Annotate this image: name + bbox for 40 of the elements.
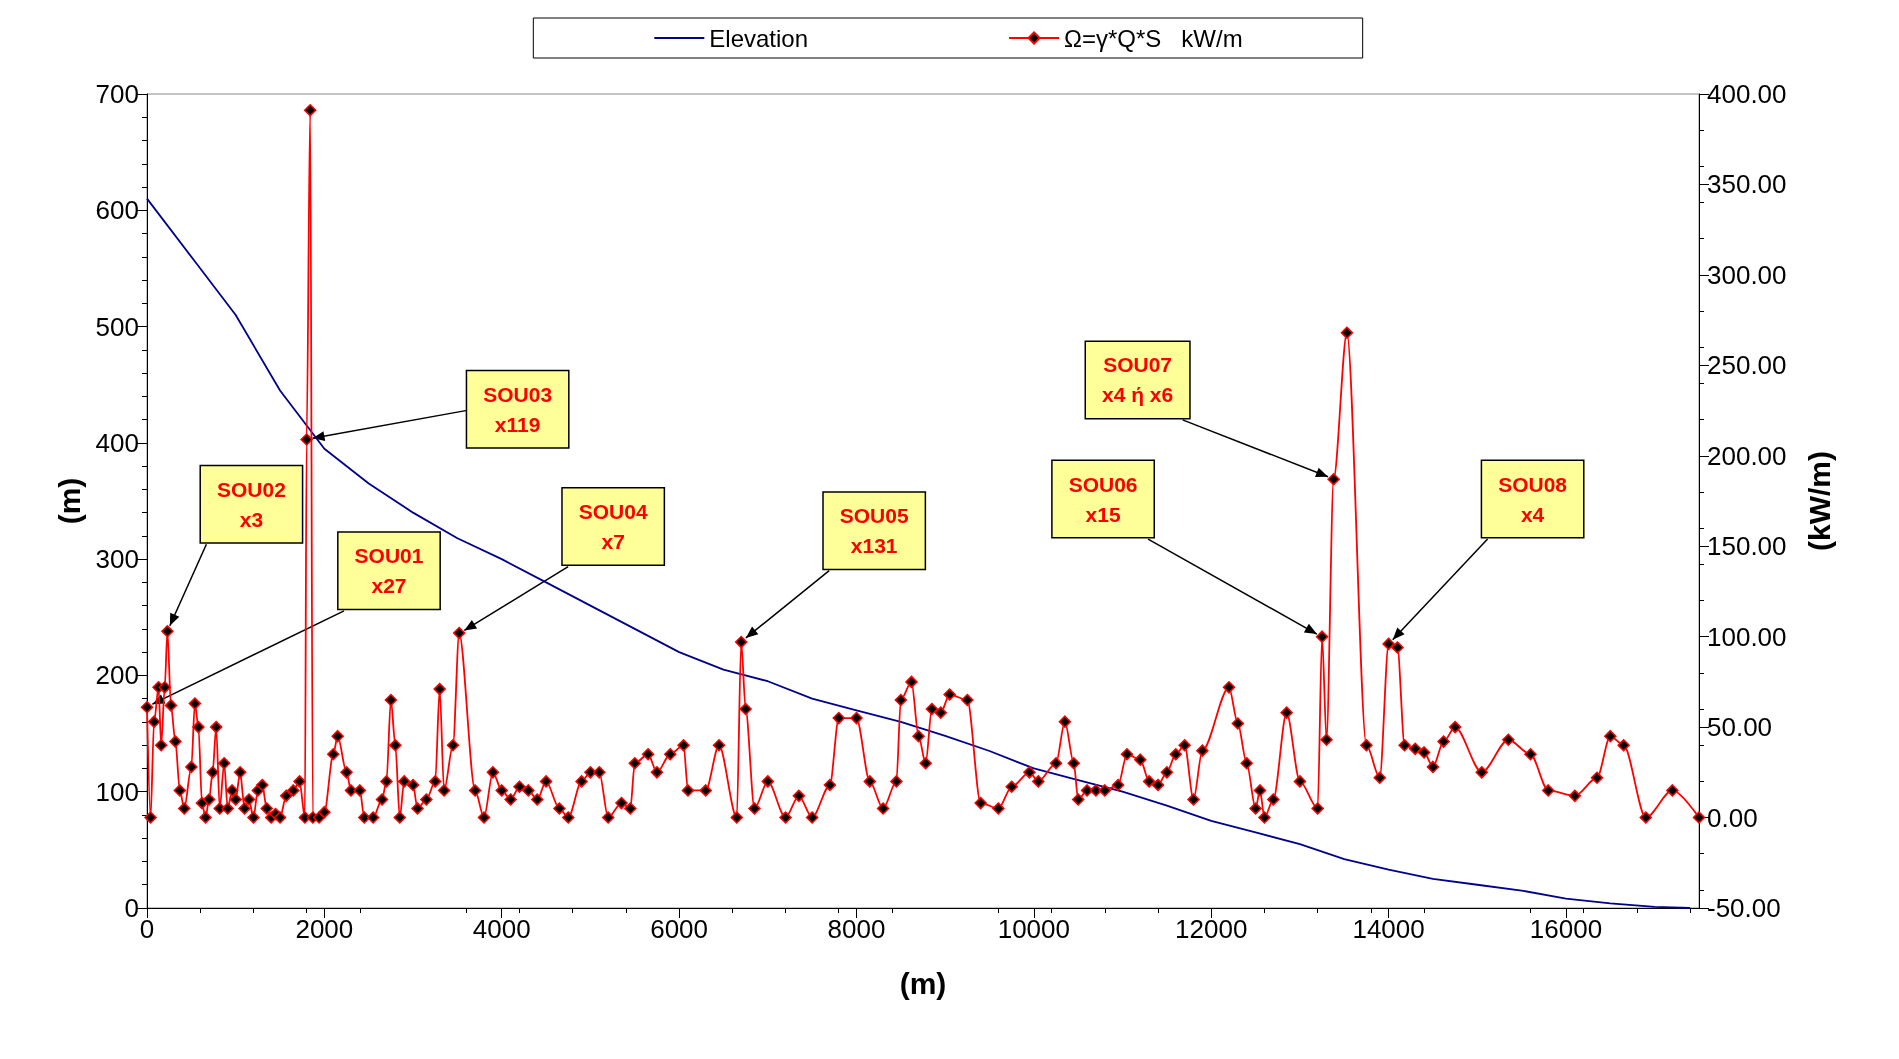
x-tick-label: 6000 <box>650 914 709 944</box>
x-tick-label: 8000 <box>827 914 886 944</box>
annotation: SOU01 x27 <box>354 544 424 598</box>
y-tick-label: 300 <box>95 544 139 575</box>
annotation: SOU06 x15 <box>1068 472 1138 526</box>
x-tick-label: 10000 <box>997 914 1071 944</box>
annotation: SOU08 x4 <box>1498 472 1568 526</box>
x-axis-title: (m) <box>899 966 947 1000</box>
y2-tick-label: 300.00 <box>1707 259 1787 290</box>
y2-tick-label: 0.00 <box>1707 802 1758 833</box>
line-series <box>146 197 1692 909</box>
y-tick-label: 400 <box>95 427 139 458</box>
y-tick-label: 600 <box>95 195 139 226</box>
y-axis-title: (m) <box>53 477 87 525</box>
legend-label: Elevation <box>709 24 809 52</box>
annotation: SOU03 x119 <box>483 382 553 436</box>
x-tick-label: 4000 <box>472 914 531 944</box>
x-tick-label: 12000 <box>1175 914 1248 944</box>
y2-tick-label: 200.00 <box>1707 440 1787 471</box>
y-tick-label: 200 <box>95 660 139 691</box>
annotation: SOU04 x7 <box>578 500 648 554</box>
x-tick-label: 16000 <box>1529 914 1603 944</box>
x-tick-label: 14000 <box>1352 914 1425 944</box>
y2-tick-label: -50.00 <box>1707 893 1781 923</box>
y2-tick-label: 150.00 <box>1707 531 1787 562</box>
y2-tick-label: 250.00 <box>1707 350 1787 381</box>
annotation: SOU02 x3 <box>216 477 286 531</box>
y2-tick-label: 50.00 <box>1707 712 1773 743</box>
legend-label: Ω=γ*Q*S kW/m <box>1064 24 1243 52</box>
x-tick-label: 2000 <box>295 914 354 944</box>
y2-tick-label: 100.00 <box>1707 621 1787 652</box>
y-tick-label: 0 <box>124 893 139 923</box>
y2-axis-title: (kW/m) <box>1802 451 1836 551</box>
y-tick-label: 700 <box>95 79 139 109</box>
y2-tick-label: 350.00 <box>1707 169 1787 200</box>
annotation: SOU07 x4 ή x6 <box>1102 353 1174 407</box>
y-tick-label: 500 <box>95 311 139 342</box>
annotation: SOU05 x131 <box>839 504 909 558</box>
y-tick-label: 100 <box>95 776 139 807</box>
y2-tick-label: 400.00 <box>1707 79 1787 109</box>
